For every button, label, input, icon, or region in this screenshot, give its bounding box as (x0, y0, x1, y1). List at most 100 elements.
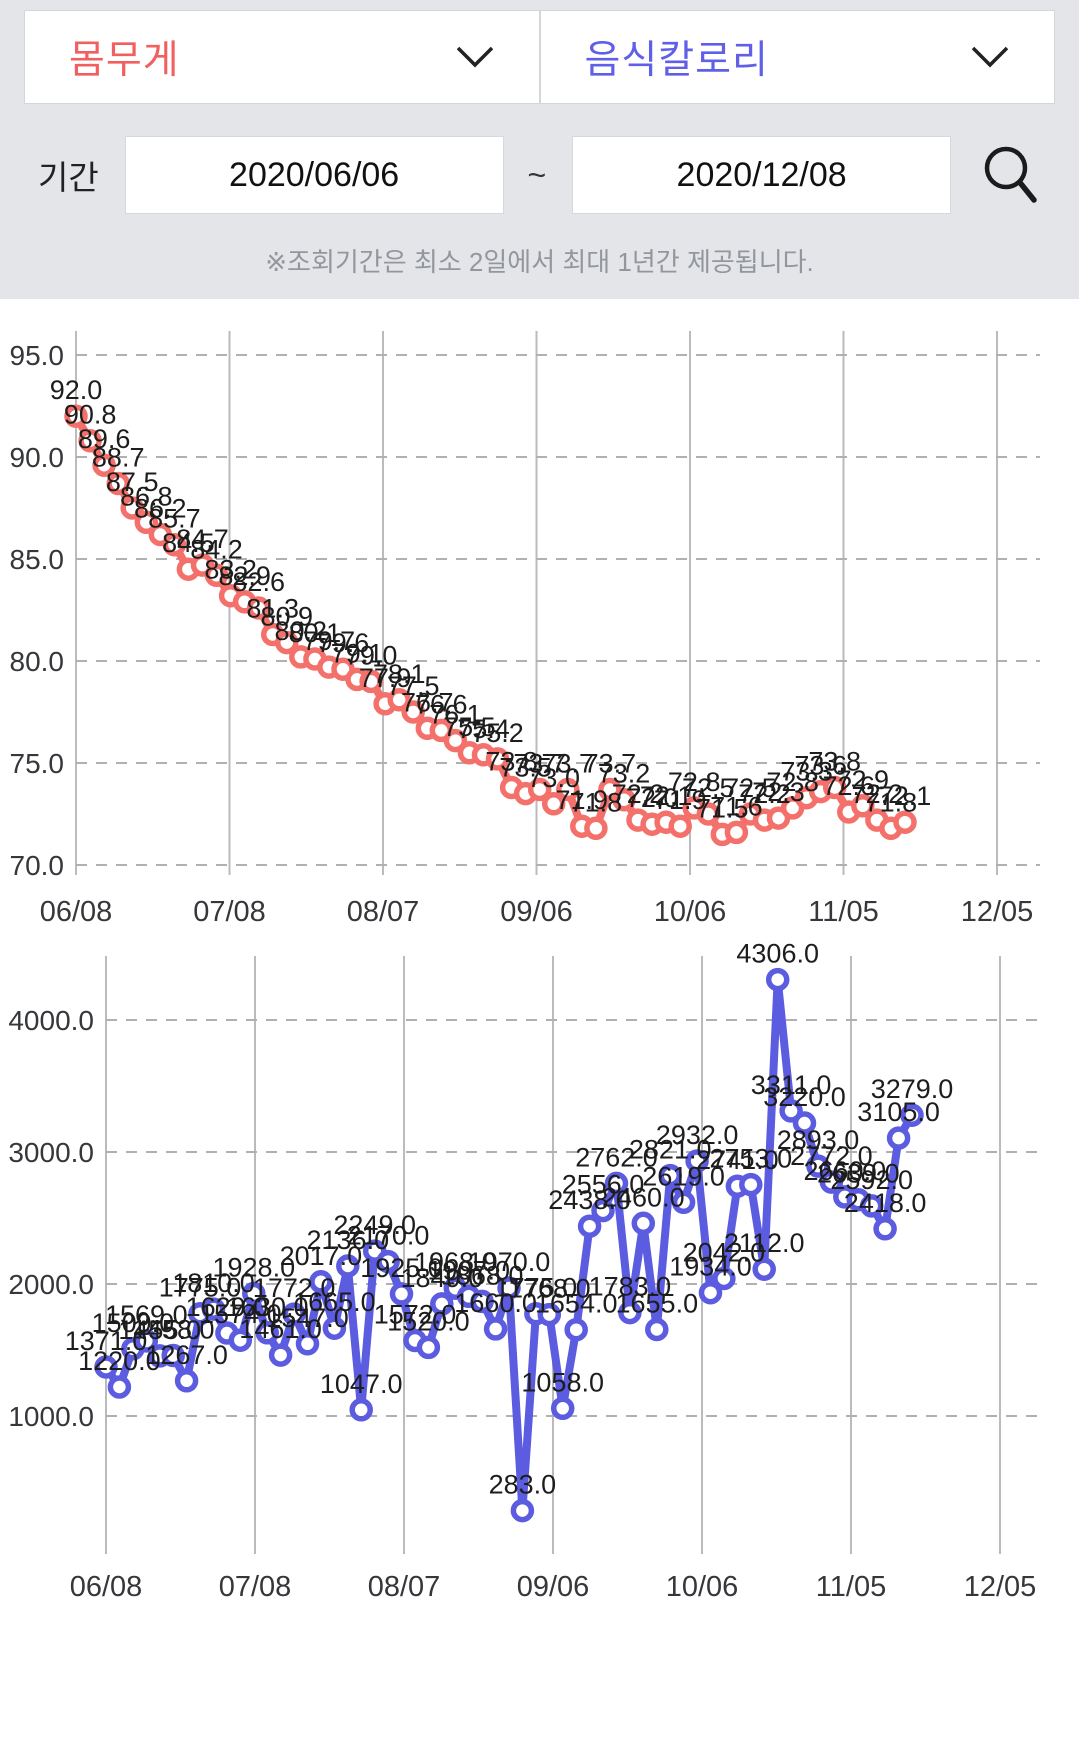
svg-text:1849.0: 1849.0 (401, 1263, 484, 1293)
svg-text:72.5: 72.5 (724, 773, 777, 803)
svg-text:1775.0: 1775.0 (159, 1273, 242, 1303)
date-from-input[interactable]: 2020/06/06 (124, 136, 504, 214)
svg-text:2112.0: 2112.0 (724, 1228, 805, 1258)
svg-text:1970.0: 1970.0 (468, 1247, 551, 1277)
svg-text:1458.0: 1458.0 (132, 1315, 215, 1345)
svg-text:72.1: 72.1 (879, 781, 932, 811)
svg-text:1768.0: 1768.0 (508, 1274, 591, 1304)
svg-text:11/05: 11/05 (816, 1571, 886, 1603)
svg-text:80.2: 80.2 (275, 616, 328, 646)
svg-text:12/05: 12/05 (964, 1571, 1037, 1603)
svg-text:1654.0: 1654.0 (535, 1289, 618, 1319)
svg-text:1968.0: 1968.0 (414, 1247, 497, 1277)
svg-text:2249.0: 2249.0 (333, 1210, 416, 1240)
weight-chart-section: 06/08 07/08 08/07 09/06 10/06 11/05 12/05 70.0 7… (0, 315, 1079, 940)
svg-text:2017.0: 2017.0 (280, 1241, 363, 1271)
svg-text:70.0: 70.0 (10, 850, 65, 881)
svg-text:79.0: 79.0 (345, 640, 398, 670)
svg-text:2418.0: 2418.0 (844, 1188, 927, 1218)
svg-text:11/05: 11/05 (808, 896, 878, 928)
metric-selector-left[interactable]: 몸무게 (25, 11, 539, 103)
svg-text:1509.0: 1509.0 (92, 1308, 175, 1338)
svg-text:1655.0: 1655.0 (616, 1289, 699, 1319)
svg-text:80.9: 80.9 (261, 602, 314, 632)
svg-text:76.6: 76.6 (415, 689, 468, 719)
svg-text:86.2: 86.2 (134, 494, 187, 524)
svg-text:1000.0: 1000.0 (8, 1401, 94, 1432)
svg-text:1455.0: 1455.0 (118, 1315, 201, 1345)
svg-text:72.5: 72.5 (682, 773, 735, 803)
svg-text:2000.0: 2000.0 (8, 1269, 94, 1300)
svg-text:09/06: 09/06 (500, 896, 573, 928)
svg-text:73.8: 73.8 (808, 747, 861, 777)
svg-text:1574.0: 1574.0 (199, 1299, 282, 1329)
svg-text:79.1: 79.1 (331, 638, 384, 668)
svg-text:83.2: 83.2 (204, 555, 257, 585)
svg-text:3279.0: 3279.0 (871, 1074, 954, 1104)
svg-text:2592.0: 2592.0 (830, 1165, 913, 1195)
svg-text:71.9: 71.9 (654, 785, 707, 815)
svg-text:72.2: 72.2 (612, 779, 665, 809)
svg-text:3220.0: 3220.0 (763, 1082, 846, 1112)
svg-text:95.0: 95.0 (10, 340, 65, 371)
series-markers (94, 967, 924, 1523)
metric-right-label: 음식칼로리 (584, 39, 769, 82)
svg-text:72.2: 72.2 (738, 779, 791, 809)
svg-text:1868.0: 1868.0 (441, 1260, 524, 1290)
svg-text:1772.0: 1772.0 (253, 1273, 336, 1303)
date-to-input[interactable]: 2020/12/08 (572, 136, 952, 214)
svg-text:73.6: 73.6 (794, 751, 847, 781)
svg-text:73.8: 73.8 (485, 747, 538, 777)
svg-text:4306.0: 4306.0 (736, 940, 819, 969)
svg-text:73.3: 73.3 (780, 757, 833, 787)
svg-text:90.8: 90.8 (64, 400, 117, 430)
svg-text:72.6: 72.6 (823, 771, 876, 801)
svg-text:1665.0: 1665.0 (293, 1287, 376, 1317)
svg-text:71.9: 71.9 (556, 785, 609, 815)
svg-text:1047.0: 1047.0 (320, 1369, 403, 1399)
svg-text:2753.0: 2753.0 (710, 1144, 793, 1174)
search-button[interactable] (969, 132, 1055, 218)
svg-text:07/08: 07/08 (193, 896, 266, 928)
svg-text:73.2: 73.2 (598, 759, 651, 789)
svg-text:1783.0: 1783.0 (589, 1272, 672, 1302)
svg-text:81.3: 81.3 (246, 594, 299, 624)
svg-text:06/08: 06/08 (40, 896, 113, 928)
svg-text:72.9: 72.9 (837, 765, 890, 795)
svg-text:72.8: 72.8 (668, 767, 721, 797)
svg-text:71.8: 71.8 (865, 787, 918, 817)
svg-text:76.7: 76.7 (401, 687, 454, 717)
search-icon (984, 146, 1037, 203)
svg-text:3000.0: 3000.0 (8, 1137, 94, 1168)
svg-text:1267.0: 1267.0 (145, 1340, 228, 1370)
svg-text:2136.0: 2136.0 (307, 1225, 390, 1255)
svg-text:90.0: 90.0 (10, 442, 65, 473)
svg-text:1925.0: 1925.0 (360, 1253, 443, 1283)
svg-text:75.5: 75.5 (443, 712, 496, 742)
chevron-down-icon (971, 46, 1009, 68)
svg-text:75.4: 75.4 (457, 714, 510, 744)
svg-text:84.5: 84.5 (162, 528, 215, 558)
svg-text:85.7: 85.7 (148, 504, 201, 534)
svg-text:71.6: 71.6 (710, 791, 763, 821)
svg-text:1810.0: 1810.0 (172, 1268, 255, 1298)
svg-text:71.8: 71.8 (570, 787, 623, 817)
svg-text:1907.0: 1907.0 (427, 1255, 510, 1285)
svg-text:72.0: 72.0 (626, 783, 679, 813)
metric-selector-right[interactable]: 음식칼로리 (538, 11, 1055, 103)
svg-text:73.7: 73.7 (584, 749, 637, 779)
svg-text:84.7: 84.7 (176, 524, 229, 554)
grid: 06/08 07/08 08/07 09/06 10/06 11/05 12/05 70.0 7… (10, 331, 1040, 928)
svg-text:2042.0: 2042.0 (683, 1238, 766, 1268)
svg-text:72.2: 72.2 (851, 779, 904, 809)
svg-text:1520.0: 1520.0 (387, 1306, 470, 1336)
svg-text:1461.0: 1461.0 (239, 1314, 322, 1344)
svg-text:2762.0: 2762.0 (575, 1142, 658, 1172)
svg-text:2639.0: 2639.0 (817, 1159, 900, 1189)
svg-text:71.5: 71.5 (696, 793, 749, 823)
svg-text:77.9: 77.9 (359, 663, 412, 693)
svg-text:1569.0: 1569.0 (105, 1300, 188, 1330)
svg-text:09/06: 09/06 (517, 1571, 590, 1603)
svg-text:2556.0: 2556.0 (562, 1170, 645, 1200)
